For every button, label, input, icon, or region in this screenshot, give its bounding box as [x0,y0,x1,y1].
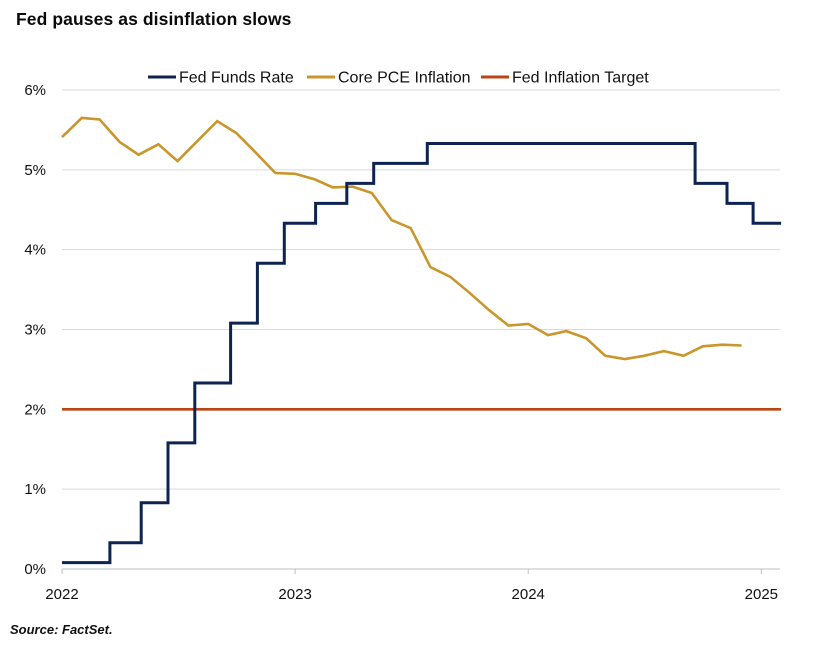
x-tick-label: 2024 [512,586,545,603]
source-note: Source: FactSet. [10,622,113,637]
gridlines [62,89,780,570]
y-tick-label: 6% [24,82,46,99]
x-axis-ticks: 2022 2023 2024 2025 [45,569,778,603]
y-tick-label: 3% [24,322,46,339]
legend: Fed Funds Rate Core PCE Inflation Fed Infl… [148,70,649,87]
legend-label-fed-inflation-target: Fed Inflation Target [512,70,649,87]
x-tick-label: 2023 [278,586,311,603]
series-line-fed-funds-rate [62,142,782,565]
series-lines [61,116,782,565]
y-tick-label: 1% [24,481,46,498]
x-tick-label: 2025 [745,586,778,603]
y-tick-label: 4% [24,242,46,259]
y-tick-label: 2% [24,401,46,418]
x-tick-label: 2022 [45,586,78,603]
y-tick-label: 5% [24,162,46,179]
legend-label-fed-funds-rate: Fed Funds Rate [179,70,294,87]
chart-canvas: 0% 1% 2% 3% 4% 5% 6% 2022 2023 2024 2025 Fed Fund… [24,70,782,603]
y-axis-ticks: 0% 1% 2% 3% 4% 5% 6% [24,82,46,578]
legend-label-core-pce-inflation: Core PCE Inflation [338,70,471,87]
y-tick-label: 0% [24,561,46,578]
series-line-core-pce-inflation [61,116,742,361]
chart-title: Fed pauses as disinflation slows [16,9,292,29]
